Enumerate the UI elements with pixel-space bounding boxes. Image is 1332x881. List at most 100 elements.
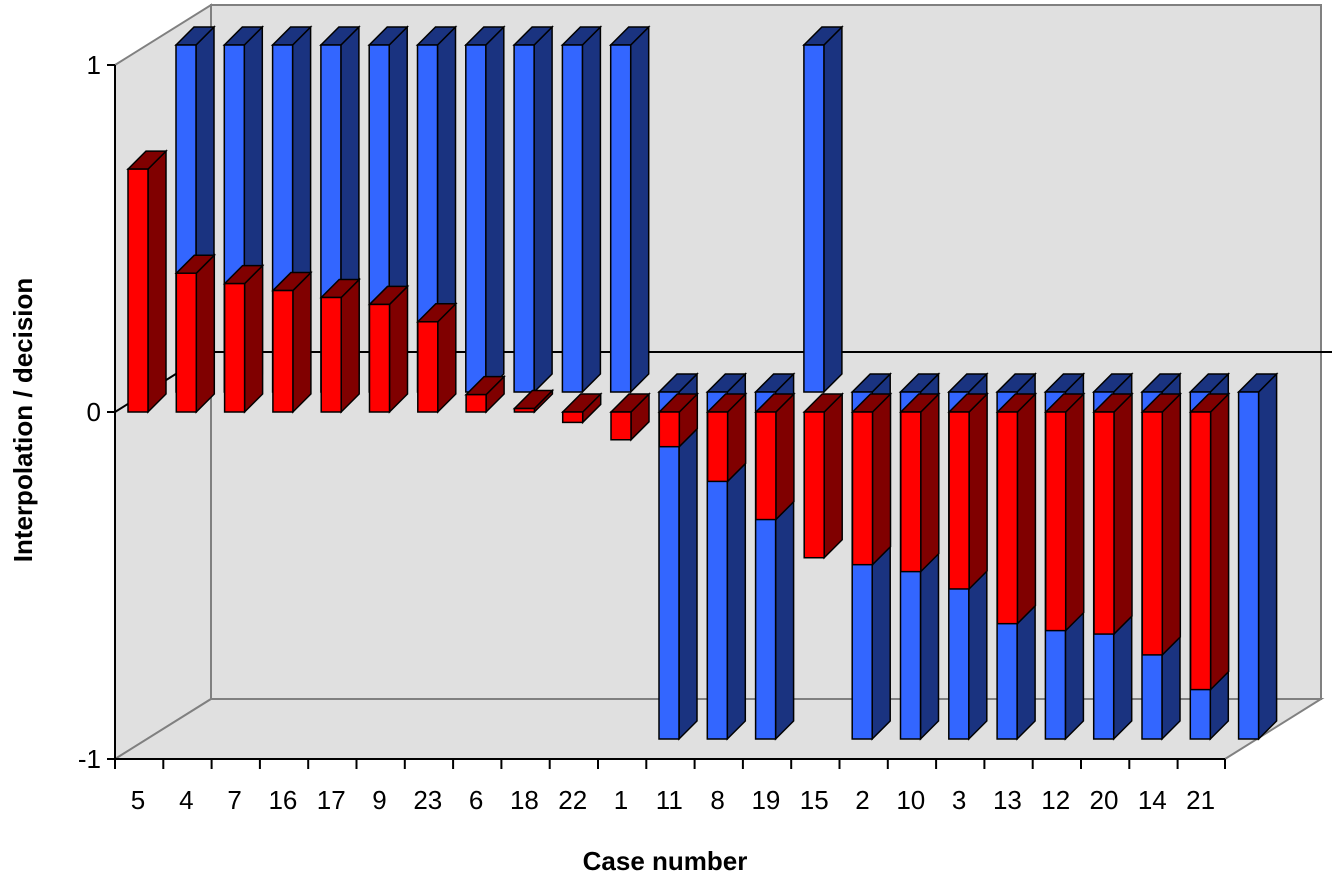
bar-front (561, 44, 584, 393)
bar-side (485, 25, 505, 394)
x-tick-label: 15 (800, 785, 829, 815)
bar (512, 388, 555, 414)
x-tick-label: 21 (1186, 785, 1215, 815)
bar (512, 25, 554, 394)
x-tick-label: 19 (751, 785, 780, 815)
bar (947, 392, 989, 591)
x-tick-label: 3 (952, 785, 966, 815)
bar-front (513, 44, 535, 393)
bar (464, 374, 506, 414)
x-tick-label: 10 (896, 785, 925, 815)
bar-side (147, 149, 167, 414)
bar (754, 392, 796, 522)
bar-side (388, 284, 409, 414)
x-tick-label: 23 (413, 785, 442, 815)
bar-front (417, 321, 439, 413)
y-tick-label: 1 (87, 50, 101, 80)
bar-front (513, 407, 536, 413)
bar (1140, 392, 1183, 657)
bar (271, 270, 313, 414)
bar-front (465, 393, 487, 413)
bar (1188, 392, 1231, 692)
x-tick-label: 16 (268, 785, 297, 815)
bar (126, 149, 168, 414)
y-axis-title: Interpolation / decision (8, 278, 38, 563)
bar-front (1189, 411, 1212, 691)
bar (367, 284, 410, 414)
bar-front (948, 411, 970, 590)
bar (1236, 372, 1279, 741)
x-tick-label: 4 (179, 785, 193, 815)
bar-side (1064, 392, 1085, 633)
x-tick-label: 18 (510, 785, 539, 815)
bar-front (1093, 411, 1115, 635)
bar (609, 392, 651, 442)
bar-side (871, 392, 892, 567)
bar-front (561, 411, 584, 424)
bar (415, 25, 458, 394)
bar-side (1161, 392, 1182, 657)
bar (802, 25, 844, 394)
bar-side (292, 270, 312, 414)
x-tick-label: 20 (1090, 785, 1119, 815)
bar (705, 392, 748, 484)
bar-side (1257, 372, 1278, 741)
bar-front (609, 44, 632, 393)
bar (560, 25, 603, 394)
bar (222, 263, 265, 414)
bar-front (996, 411, 1019, 625)
bar (1043, 392, 1086, 633)
bar-side (1113, 392, 1133, 636)
x-tick-label: 8 (710, 785, 724, 815)
x-tick-label: 6 (469, 785, 483, 815)
bar (850, 392, 893, 567)
x-tick-label: 17 (317, 785, 346, 815)
bar-front (755, 411, 777, 521)
bar (657, 372, 699, 741)
bar-front (658, 411, 681, 448)
bar-front (803, 44, 825, 393)
bar-front (320, 296, 342, 413)
bar (174, 253, 217, 414)
x-tick-label: 14 (1138, 785, 1167, 815)
bar-front (272, 289, 294, 413)
bar-side (823, 25, 843, 394)
y-tick-label: -1 (78, 744, 101, 774)
x-tick-label: 13 (993, 785, 1022, 815)
x-tick-label: 1 (614, 785, 628, 815)
bar (415, 301, 458, 414)
bar (319, 277, 362, 414)
bar-front (900, 411, 922, 573)
bar (608, 25, 651, 394)
bar-side (195, 253, 216, 414)
bar-side (968, 392, 988, 591)
x-tick-label: 9 (372, 785, 386, 815)
bar-side (1209, 392, 1230, 692)
y-tick-label: 0 (87, 397, 101, 427)
bar (995, 392, 1038, 626)
x-tick-label: 5 (131, 785, 145, 815)
bar-front (223, 282, 246, 413)
x-tick-label: 7 (227, 785, 241, 815)
bar-front (610, 411, 632, 441)
chart-bars (126, 25, 1279, 741)
bar-side (340, 277, 360, 414)
bar-front (1237, 391, 1260, 740)
bar (802, 392, 845, 560)
bar-side (533, 25, 553, 394)
bar (560, 392, 603, 425)
bar-front (803, 411, 825, 559)
bar-front (658, 391, 680, 740)
bar-front (175, 272, 198, 413)
bar (657, 392, 700, 449)
bar-side (629, 25, 650, 394)
bar-front (1044, 411, 1067, 632)
x-tick-label: 22 (558, 785, 587, 815)
bar-side (581, 25, 602, 394)
bar-front (368, 303, 391, 413)
bar-side (920, 392, 940, 574)
bar-side (243, 263, 264, 414)
x-axis-title: Case number (583, 846, 748, 876)
bar (898, 392, 941, 574)
